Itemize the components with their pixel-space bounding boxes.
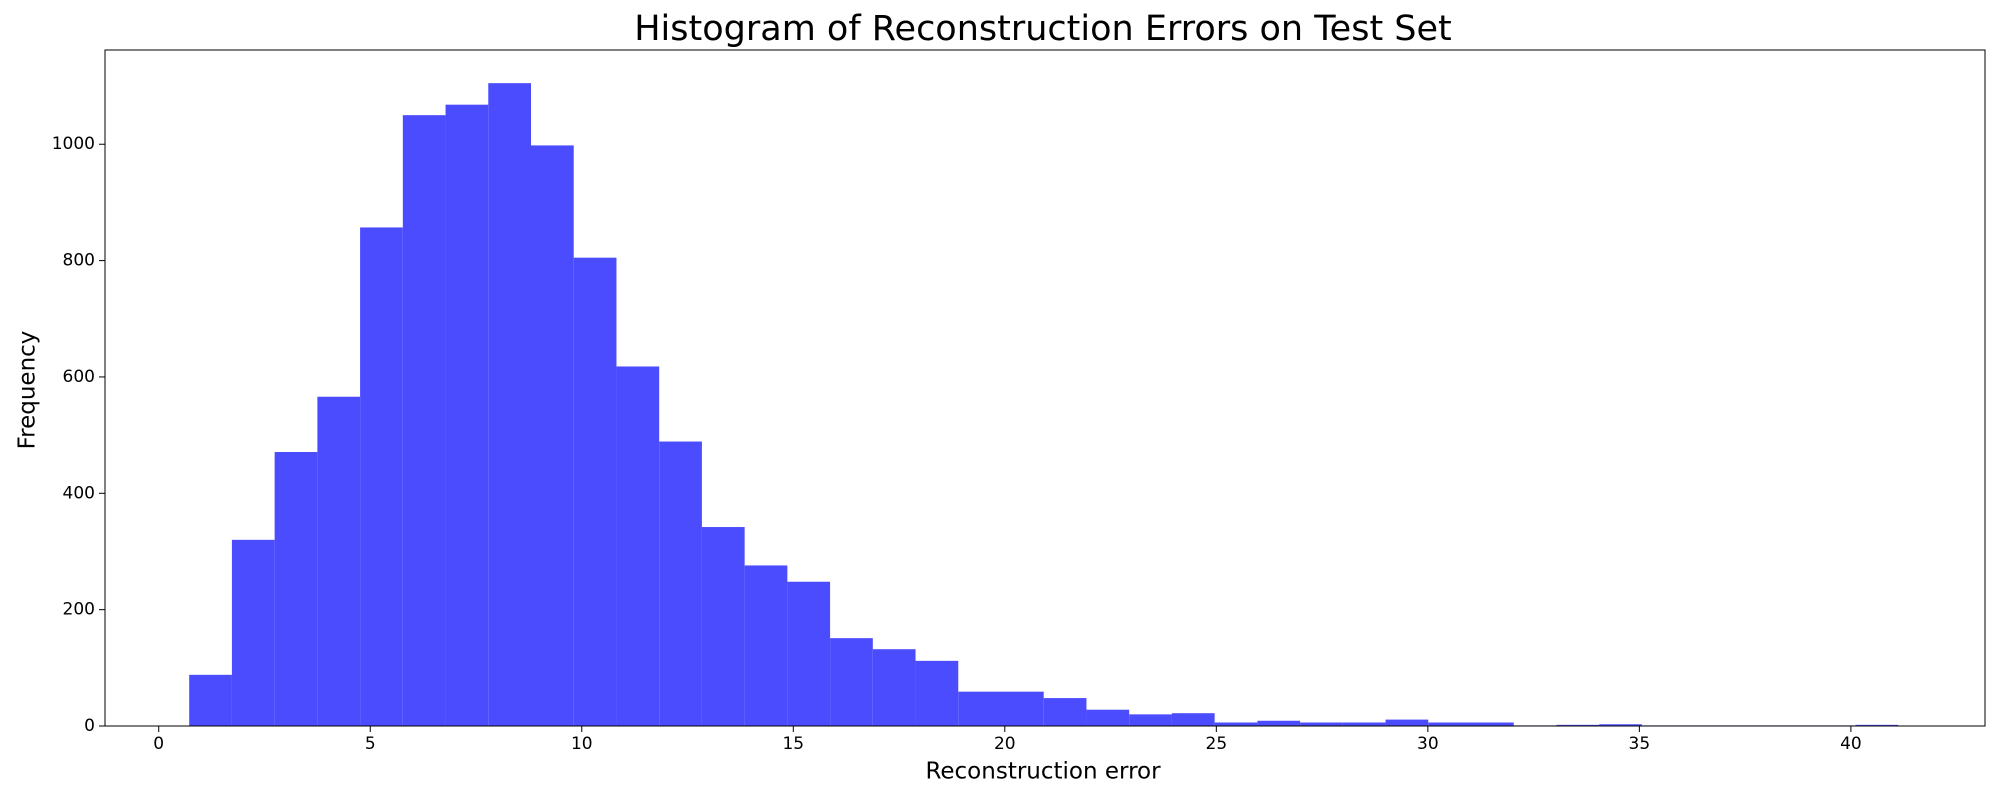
bar [360, 227, 403, 726]
bar [744, 565, 788, 726]
bar [231, 539, 275, 726]
bar [1556, 724, 1600, 726]
x-tick-label: 5 [365, 734, 376, 754]
bar [1086, 709, 1130, 726]
bar [1855, 724, 1899, 726]
bar [1043, 698, 1087, 726]
y-tick-label: 400 [63, 483, 95, 503]
bar [1001, 691, 1044, 726]
plot-frame [104, 49, 1986, 727]
bar [915, 660, 959, 726]
bar [616, 366, 660, 726]
y-tick-label: 800 [63, 251, 95, 271]
bar [274, 451, 318, 726]
bar [1257, 720, 1301, 726]
bar [1342, 722, 1386, 726]
bar [488, 83, 532, 726]
bar [1471, 722, 1514, 726]
bar [317, 396, 361, 726]
x-tick-label: 25 [1206, 734, 1228, 754]
bar [1171, 713, 1215, 726]
bar [830, 638, 873, 726]
bar [701, 527, 745, 726]
x-tick-label: 10 [571, 734, 593, 754]
y-axis-label: Frequency [15, 331, 41, 450]
bar [659, 441, 702, 726]
x-tick-label: 30 [1417, 734, 1439, 754]
bar [1300, 722, 1343, 726]
x-tick-label: 15 [782, 734, 804, 754]
x-tick-label: 40 [1840, 734, 1862, 754]
bar [573, 257, 617, 726]
bar [402, 115, 446, 727]
x-tick-label: 35 [1629, 734, 1651, 754]
bar [1428, 722, 1472, 726]
bar [531, 145, 574, 727]
bar [189, 674, 232, 726]
y-tick-label: 200 [63, 600, 95, 620]
bar [787, 581, 831, 726]
bar [872, 649, 916, 726]
bar [1599, 724, 1642, 726]
y-tick-label: 0 [84, 716, 95, 736]
bar [1129, 714, 1172, 726]
x-tick-label: 20 [994, 734, 1016, 754]
x-axis-label: Reconstruction error [925, 759, 1161, 785]
bar [445, 104, 489, 726]
bar [1214, 722, 1258, 726]
y-tick-label: 600 [63, 367, 95, 387]
bar [958, 691, 1002, 726]
bar [1385, 719, 1429, 726]
x-tick-label: 0 [153, 734, 164, 754]
y-tick-label: 1000 [52, 134, 95, 154]
chart-title: Histogram of Reconstruction Errors on Te… [634, 9, 1452, 49]
